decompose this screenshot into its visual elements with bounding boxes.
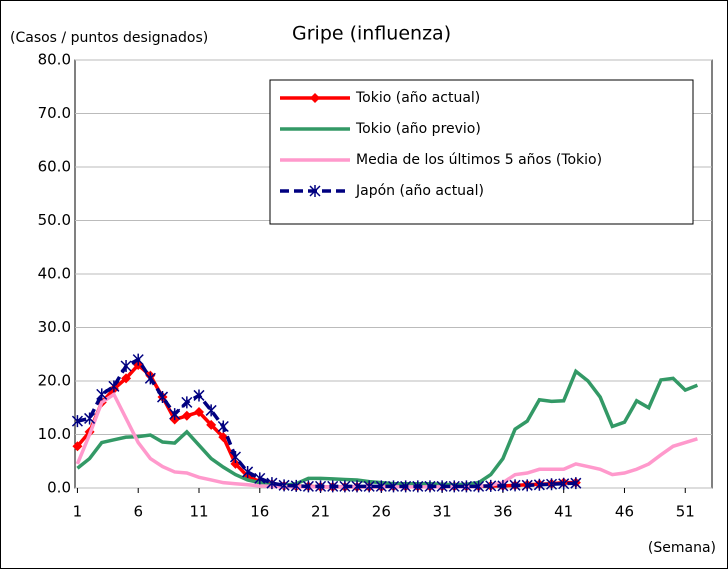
point <box>132 353 144 366</box>
point <box>229 450 241 463</box>
point <box>181 410 192 421</box>
point <box>266 477 278 490</box>
y-tick-label: 80.0 <box>38 51 71 69</box>
point <box>521 479 533 492</box>
point <box>254 472 266 485</box>
x-tick-label: 31 <box>433 503 452 521</box>
point <box>120 360 132 373</box>
point <box>387 480 400 493</box>
legend-label: Japón (año actual) <box>355 183 484 199</box>
x-tick-label: 26 <box>372 503 391 521</box>
series-line <box>76 368 699 488</box>
point <box>218 432 229 443</box>
point <box>460 480 472 493</box>
x-tick-label: 36 <box>493 503 512 521</box>
x-tick-label: 46 <box>615 503 634 521</box>
point <box>156 391 169 404</box>
point <box>242 465 254 478</box>
legend-label: Tokio (año previo) <box>355 121 481 137</box>
point <box>473 480 485 493</box>
point <box>363 480 375 493</box>
point <box>72 441 83 452</box>
x-tick-label: 41 <box>554 503 573 521</box>
point <box>205 404 217 417</box>
x-axis-label: (Semana) <box>648 540 716 556</box>
point <box>327 480 339 493</box>
chart-title: Gripe (influenza) <box>292 23 451 45</box>
y-tick-label: 30.0 <box>38 318 71 336</box>
point <box>436 480 448 493</box>
point <box>217 420 229 433</box>
point <box>339 480 351 493</box>
point <box>533 478 545 491</box>
point <box>497 479 509 492</box>
y-tick-label: 70.0 <box>38 104 71 122</box>
x-tick-label: 11 <box>189 503 208 521</box>
point <box>71 415 83 428</box>
point <box>400 480 412 493</box>
x-tick-label: 16 <box>250 503 269 521</box>
y-axis-label: (Casos / puntos designados) <box>10 30 208 46</box>
legend-label: Tokio (año actual) <box>355 90 480 106</box>
point <box>230 458 241 469</box>
point <box>84 412 96 425</box>
y-tick-label: 20.0 <box>38 372 71 390</box>
point <box>412 480 424 493</box>
point <box>546 478 558 491</box>
y-tick-label: 10.0 <box>38 425 71 443</box>
x-tick-label: 1 <box>73 503 83 521</box>
x-tick-label: 21 <box>311 503 330 521</box>
point <box>375 480 387 493</box>
x-tick-label: 6 <box>133 503 143 521</box>
legend-box <box>269 79 694 225</box>
series-line <box>77 357 576 489</box>
legend-marker <box>309 185 321 197</box>
point <box>448 480 460 493</box>
point <box>96 388 108 401</box>
point <box>193 389 205 402</box>
point <box>302 480 314 493</box>
point <box>509 479 521 492</box>
point <box>351 480 363 493</box>
point <box>206 419 217 430</box>
legend-marker <box>310 93 320 103</box>
point <box>193 407 204 418</box>
point <box>108 380 120 393</box>
point <box>121 373 132 384</box>
y-tick-label: 50.0 <box>38 211 71 229</box>
point <box>424 480 436 493</box>
y-tick-label: 60.0 <box>38 158 71 176</box>
x-tick-label: 51 <box>676 503 695 521</box>
y-tick-label: 40.0 <box>38 265 71 283</box>
point <box>169 408 181 421</box>
point <box>558 477 570 490</box>
y-tick-label: 0.0 <box>47 479 71 497</box>
point <box>181 396 193 409</box>
point <box>144 372 156 385</box>
point <box>315 480 327 493</box>
point <box>290 479 302 492</box>
point <box>278 479 290 492</box>
point <box>485 479 497 492</box>
legend-label: Media de los últimos 5 años (Tokio) <box>356 152 602 168</box>
point <box>570 477 582 490</box>
